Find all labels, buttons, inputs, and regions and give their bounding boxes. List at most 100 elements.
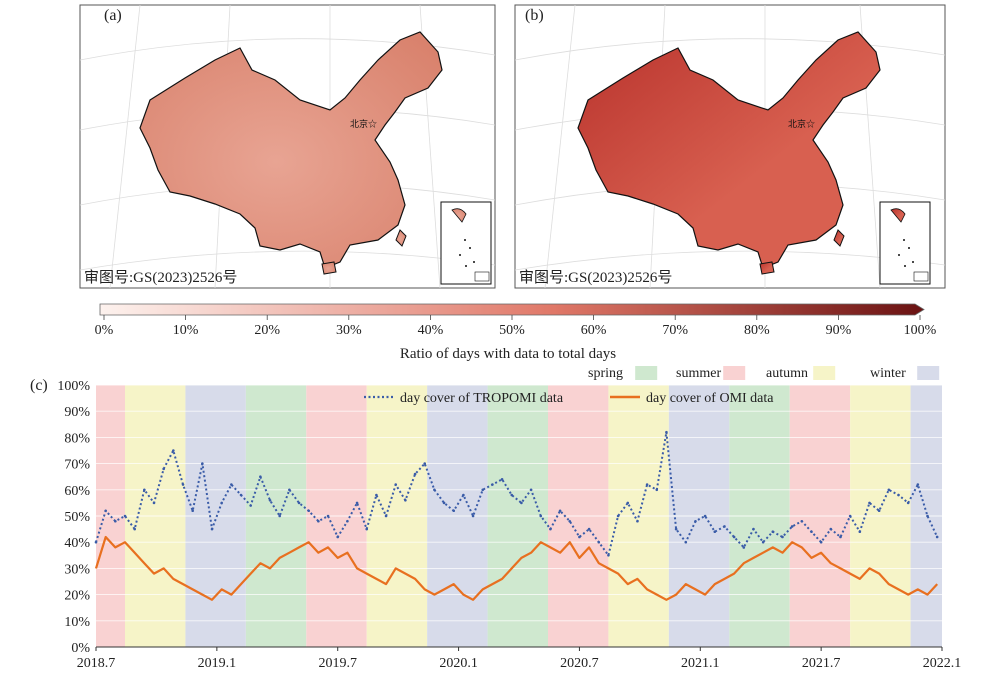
data-point — [916, 483, 920, 486]
data-point — [104, 509, 107, 513]
data-point — [462, 493, 465, 497]
data-point — [259, 475, 262, 479]
data-point — [558, 509, 562, 513]
x-tick-label: 2022.1 — [923, 656, 962, 671]
data-point — [549, 527, 552, 531]
y-tick-label: 50% — [64, 510, 90, 525]
data-point — [935, 535, 939, 539]
season-legend-swatch-autumn — [813, 366, 836, 380]
data-point — [346, 519, 349, 523]
data-point — [172, 449, 175, 452]
data-point — [365, 527, 369, 531]
data-point — [94, 540, 98, 544]
data-point — [500, 478, 504, 481]
data-point — [616, 514, 620, 518]
data-point — [288, 488, 291, 492]
season-legend-label-spring: spring — [588, 366, 623, 381]
colorbar-tick-label: 0% — [95, 323, 114, 338]
data-point — [191, 509, 194, 513]
series-line-omi — [94, 535, 939, 601]
colorbar-tick-label: 10% — [173, 323, 199, 338]
data-point — [655, 488, 659, 492]
data-point — [123, 514, 127, 518]
data-point — [491, 483, 494, 486]
capital-label-b: 北京☆ — [788, 118, 815, 129]
data-point — [297, 501, 301, 505]
x-tick-label: 2021.1 — [681, 656, 720, 671]
data-point — [520, 501, 523, 505]
data-point — [278, 514, 282, 518]
y-tick-label: 70% — [64, 458, 90, 473]
colorbar-tick-label: 60% — [581, 323, 607, 338]
data-point — [597, 540, 601, 544]
data-point — [404, 498, 407, 502]
china-map-a — [139, 31, 443, 269]
data-point — [114, 519, 117, 523]
colorbar-title: Ratio of days with data to total days — [400, 346, 616, 362]
colorbar-tick-label: 90% — [826, 323, 852, 338]
data-point — [268, 498, 272, 502]
data-point — [636, 519, 639, 523]
data-point — [848, 514, 852, 518]
data-point — [897, 493, 900, 497]
map-panel-b: 北京☆ (b) 审图号:GS(2023)2526号 — [514, 4, 946, 289]
approval-number-a: 审图号:GS(2023)2526号 — [84, 269, 237, 286]
x-tick-label: 2019.1 — [198, 656, 237, 671]
data-point — [539, 514, 543, 518]
taiwan-a — [395, 229, 407, 247]
panel-label-c: (c) — [30, 377, 48, 394]
data-point — [674, 527, 678, 531]
data-point — [732, 535, 736, 539]
y-tick-label: 60% — [64, 484, 90, 499]
time-series-chart: 0% 10% 20% 30% 40% 50% 60% 70% 80% 90% 100% 2018.7 2… — [57, 379, 961, 671]
y-tick-label: 30% — [64, 562, 90, 577]
data-point — [568, 519, 572, 523]
data-point — [626, 501, 630, 505]
season-legend-swatch-spring — [635, 366, 658, 380]
data-point — [162, 467, 165, 471]
x-tick-label: 2020.1 — [439, 656, 478, 671]
y-tick-label: 100% — [57, 379, 90, 394]
data-point — [201, 462, 204, 465]
data-point — [829, 527, 833, 531]
data-point — [326, 514, 330, 518]
data-point — [810, 530, 813, 534]
y-tick-label: 10% — [64, 615, 90, 630]
season-legend-label-autumn: autumn — [766, 366, 808, 381]
x-tick-label: 2018.7 — [77, 656, 116, 671]
x-tick-label: 2020.7 — [560, 656, 599, 671]
data-point — [413, 472, 417, 476]
map-panel-a: 北京☆ (a) 审图号:GS(2023)2526号 — [79, 4, 496, 289]
y-tick-label: 80% — [64, 431, 90, 446]
taiwan-b — [833, 229, 845, 247]
colorbar-tick-label: 70% — [662, 323, 688, 338]
capital-label-a: 北京☆ — [350, 118, 377, 129]
colorbar-tick-label: 50% — [499, 323, 525, 338]
data-point — [355, 501, 359, 505]
data-point — [771, 530, 775, 534]
x-tick-label: 2019.7 — [318, 656, 357, 671]
data-point — [694, 519, 697, 523]
colorbar-gradient — [99, 303, 925, 316]
data-point — [433, 488, 436, 492]
data-point — [317, 519, 320, 523]
data-point — [471, 514, 475, 518]
y-tick-label: 20% — [64, 589, 90, 604]
data-point — [858, 530, 862, 534]
data-point — [887, 488, 891, 492]
data-point — [723, 525, 726, 528]
season-legend-label-winter: winter — [870, 366, 906, 381]
hainan-b — [759, 261, 775, 275]
data-point — [665, 430, 668, 434]
data-point — [249, 504, 252, 507]
hainan-a — [321, 261, 337, 275]
data-point — [703, 514, 707, 518]
data-point — [839, 535, 842, 539]
data-point — [645, 483, 649, 486]
series-tropomi — [94, 430, 939, 557]
data-point — [752, 527, 755, 531]
data-point — [742, 546, 746, 549]
legend-label-tropomi: day cover of TROPOMI data — [400, 391, 564, 406]
